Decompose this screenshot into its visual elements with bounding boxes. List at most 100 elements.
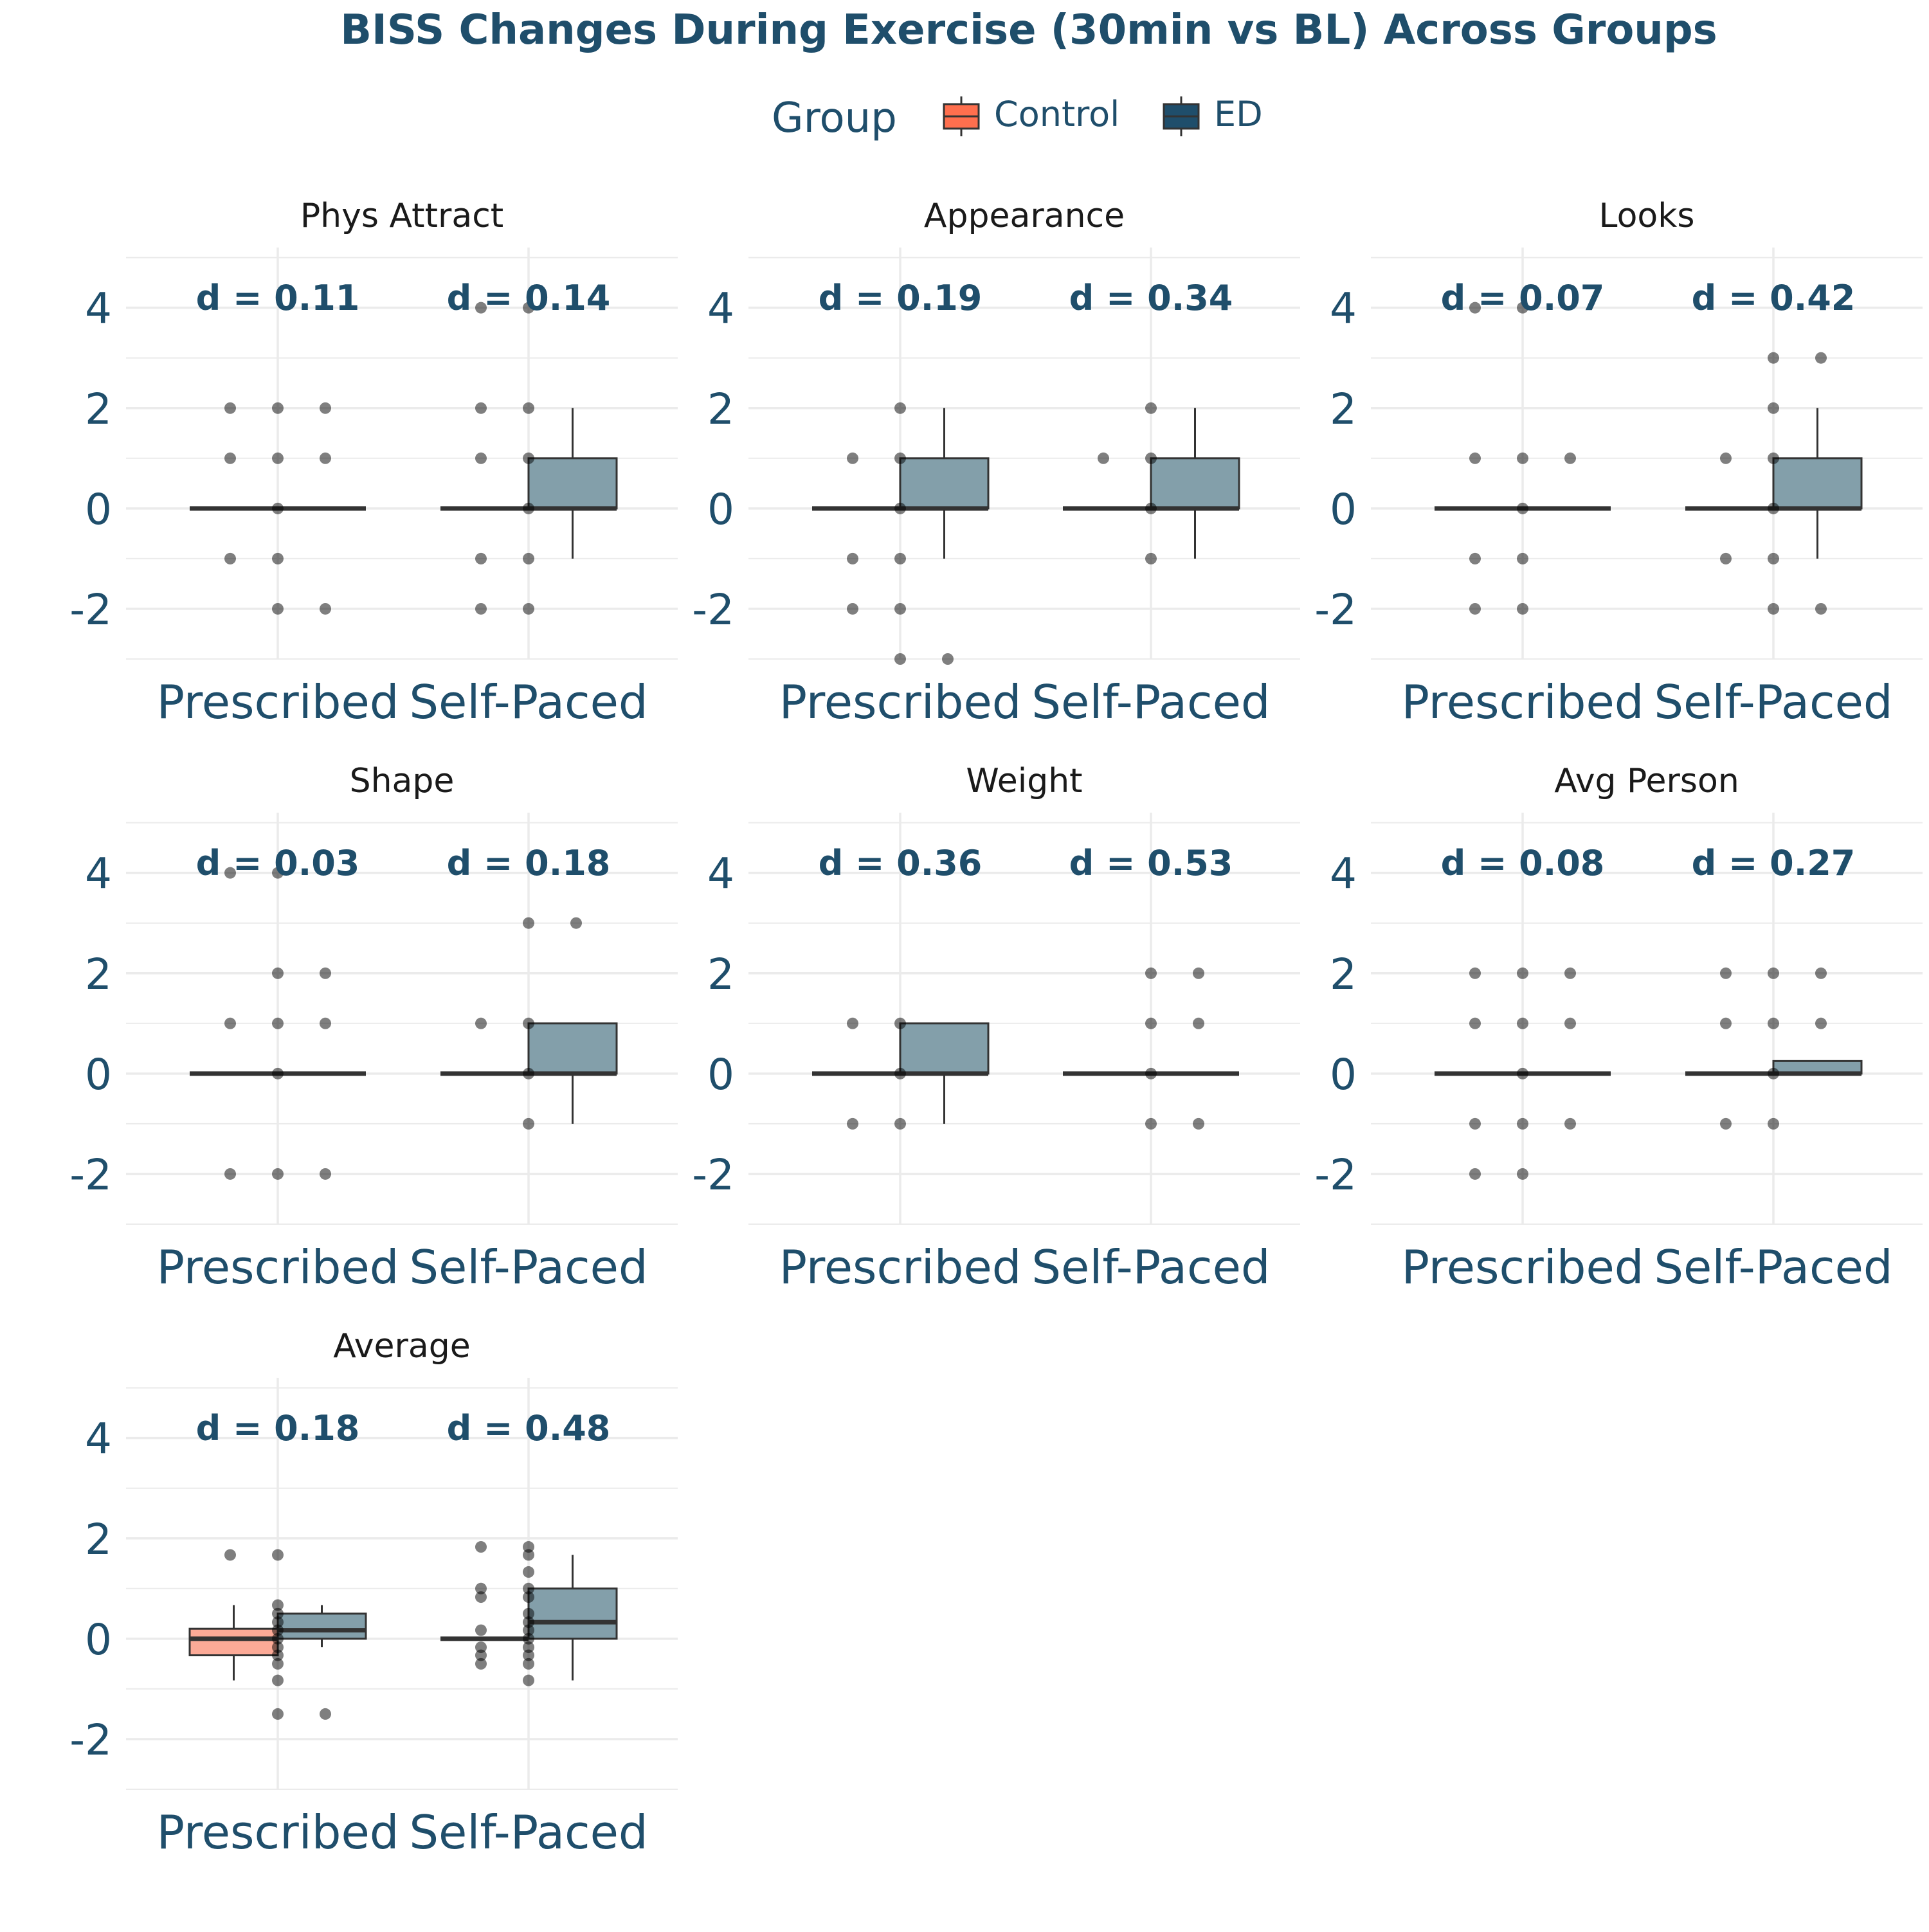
data-point — [320, 1017, 331, 1029]
data-point — [523, 1607, 534, 1620]
data-point — [1768, 402, 1779, 414]
data-point — [272, 1599, 284, 1611]
y-tick-label: 4 — [1330, 849, 1357, 899]
box-ed — [527, 408, 618, 559]
data-point — [1145, 552, 1157, 564]
data-point — [1145, 452, 1157, 464]
data-point — [272, 1067, 284, 1079]
data-point — [224, 402, 236, 414]
data-point — [475, 1624, 487, 1636]
y-tick-label: -2 — [1314, 1150, 1357, 1200]
panel-average: Average -2 0 2 4 Prescribed Self-Paced d = 0.18… — [69, 1327, 678, 1859]
data-point — [1815, 967, 1827, 979]
data-point — [224, 552, 236, 564]
effect-size-label: d = 0.19 — [819, 278, 983, 318]
box-body — [188, 1627, 279, 1657]
data-point — [523, 1657, 534, 1670]
chart-title: BISS Changes During Exercise (30min vs B… — [340, 6, 1717, 54]
data-point — [475, 1649, 487, 1661]
data-point — [847, 1117, 858, 1130]
data-point — [1720, 552, 1732, 564]
x-tick-label: Prescribed — [157, 1805, 399, 1859]
data-point — [523, 1632, 534, 1645]
data-point — [1768, 552, 1779, 564]
data-point — [475, 1582, 487, 1594]
data-point — [475, 1591, 487, 1603]
data-point — [224, 1549, 236, 1561]
x-tick-label: Self-Paced — [409, 1805, 648, 1859]
panel-title: Appearance — [924, 197, 1125, 235]
data-point — [224, 1017, 236, 1029]
effect-size-label: d = 0.18 — [196, 1408, 360, 1449]
effect-size-label: d = 0.14 — [447, 278, 611, 318]
y-tick-label: -2 — [692, 585, 734, 635]
data-point — [1564, 967, 1576, 979]
data-point — [320, 602, 331, 615]
y-tick-label: -2 — [69, 1715, 112, 1765]
data-point — [1469, 602, 1481, 615]
data-point — [224, 1168, 236, 1180]
data-point — [475, 602, 487, 615]
data-point — [1193, 967, 1204, 979]
data-point — [523, 1117, 534, 1130]
data-point — [1469, 1117, 1481, 1130]
data-point — [894, 1017, 906, 1029]
y-tick-label: 4 — [85, 849, 112, 899]
data-point — [847, 602, 858, 615]
panel-looks: Looks -2 0 2 4 Prescribed Self-Paced d = 0.07 d … — [1314, 197, 1923, 729]
data-point — [894, 653, 906, 665]
data-point — [1768, 452, 1779, 464]
panel-title: Average — [333, 1327, 471, 1366]
data-point — [475, 1541, 487, 1553]
data-point — [523, 1541, 534, 1553]
legend-item-ed: ED — [1163, 94, 1263, 136]
data-point — [942, 653, 954, 665]
data-point — [1768, 352, 1779, 364]
data-point — [523, 1017, 534, 1029]
y-tick-label: 2 — [85, 1515, 112, 1564]
effect-size-label: d = 0.08 — [1441, 843, 1605, 883]
data-point — [894, 1117, 906, 1130]
data-point — [1517, 502, 1528, 514]
box-ed — [1150, 408, 1240, 559]
x-tick-label: Self-Paced — [409, 1240, 648, 1294]
data-point — [272, 552, 284, 564]
data-point — [523, 452, 534, 464]
box-ed — [276, 1605, 367, 1648]
data-point — [272, 452, 284, 464]
data-point — [475, 1657, 487, 1670]
y-tick-label: 4 — [85, 1414, 112, 1464]
panel-appearance: Appearance -2 0 2 4 Prescribed Self-Paced d = 0… — [692, 197, 1300, 729]
panel-weight: Weight -2 0 2 4 Prescribed Self-Paced d = 0.36 d… — [692, 762, 1300, 1294]
data-point — [272, 1624, 284, 1636]
data-point — [1517, 302, 1528, 314]
y-tick-label: 0 — [85, 1050, 112, 1099]
data-point — [1564, 1117, 1576, 1130]
data-point — [847, 452, 858, 464]
data-point — [1720, 452, 1732, 464]
y-tick-label: -2 — [69, 1150, 112, 1200]
panel-avg-person: Avg Person -2 0 2 4 Prescribed Self-Paced d = 0… — [1314, 762, 1923, 1294]
y-tick-label: 2 — [85, 384, 112, 434]
panel-phys-attract: Phys Attract -2 0 2 4 Prescribed Self-Paced d =… — [69, 197, 678, 729]
y-tick-label: 0 — [707, 485, 734, 534]
effect-size-label: d = 0.36 — [819, 843, 983, 883]
effect-size-label: d = 0.11 — [196, 278, 360, 318]
data-point — [1564, 452, 1576, 464]
data-point — [272, 1168, 284, 1180]
box-body — [1150, 457, 1240, 510]
effect-size-label: d = 0.03 — [196, 843, 360, 883]
data-point — [894, 502, 906, 514]
y-tick-label: 2 — [1330, 384, 1357, 434]
data-point — [1469, 1017, 1481, 1029]
data-point — [1098, 452, 1109, 464]
data-point — [1768, 502, 1779, 514]
effect-size-label: d = 0.34 — [1069, 278, 1233, 318]
box-body — [1772, 457, 1863, 510]
y-tick-label: 2 — [85, 950, 112, 999]
x-tick-label: Self-Paced — [1654, 675, 1892, 729]
legend: Group Control ED — [772, 94, 1263, 142]
data-point — [1145, 1017, 1157, 1029]
